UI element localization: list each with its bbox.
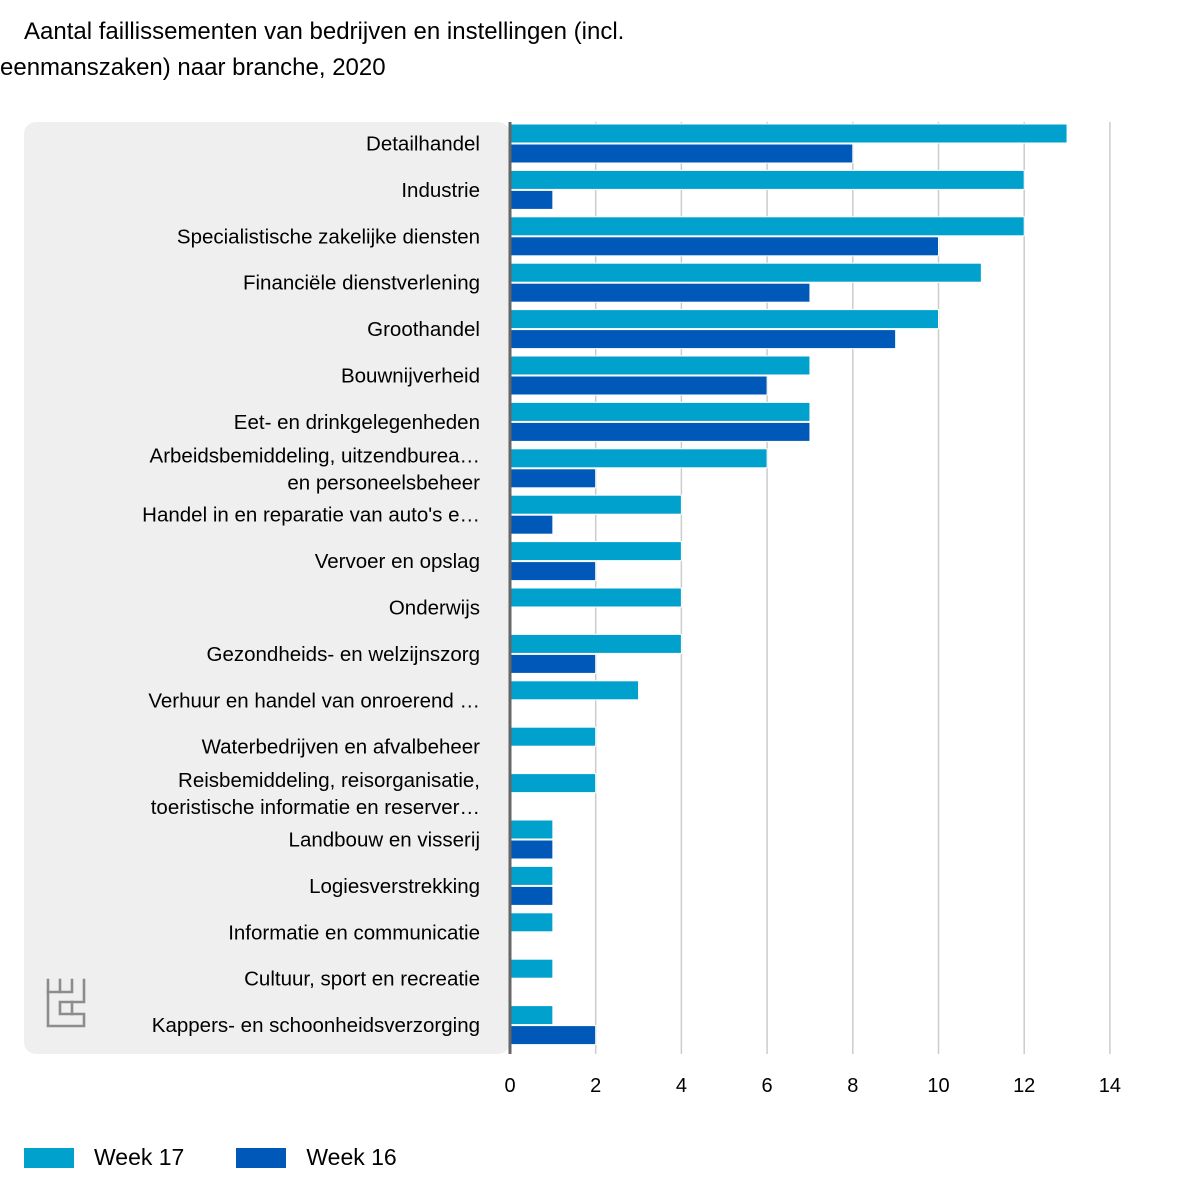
bar-week-17[interactable]: [509, 819, 554, 840]
bar-week-17[interactable]: [509, 216, 1025, 237]
bar-week-17[interactable]: [509, 912, 554, 933]
bar-week-17[interactable]: [509, 123, 1068, 144]
bar-week-17[interactable]: [509, 633, 682, 654]
category-label: Industrie: [401, 179, 480, 202]
bar-week-17[interactable]: [509, 541, 682, 562]
category-label: Detailhandel: [366, 133, 480, 156]
legend-swatch-week-17: [24, 1147, 74, 1168]
x-tick-label: 10: [927, 1075, 949, 1097]
cbs-logo-icon: [46, 978, 86, 1028]
category-label: Handel in en reparatie van auto's e…: [142, 504, 480, 527]
bar-week-17[interactable]: [509, 958, 554, 979]
legend-item-week-17[interactable]: Week 17: [24, 1144, 184, 1171]
legend-item-week-16[interactable]: Week 16: [236, 1144, 397, 1171]
x-axis-ticks: 0 2 4 6 8 10 12 14: [504, 1075, 1121, 1097]
category-label: Groothandel: [367, 318, 480, 341]
bar-week-16[interactable]: [509, 189, 554, 210]
label-panel: [24, 122, 510, 1054]
bar-week-17[interactable]: [509, 355, 811, 376]
category-label: Reisbemiddeling, reisorganisatie,: [178, 769, 480, 792]
x-tick-label: 14: [1099, 1075, 1121, 1097]
x-tick-label: 8: [847, 1075, 858, 1097]
bar-week-17[interactable]: [509, 587, 682, 608]
x-tick-label: 12: [1013, 1075, 1035, 1097]
category-label: Kappers- en schoonheidsverzorging: [152, 1014, 480, 1037]
chart-title-line-2: eenmanszaken) naar branche, 2020: [0, 54, 386, 81]
bar-week-17[interactable]: [509, 680, 640, 701]
bar-week-16[interactable]: [509, 236, 939, 257]
legend-label-week-16: Week 16: [306, 1144, 397, 1170]
bar-week-17[interactable]: [509, 1005, 554, 1026]
bar-week-17[interactable]: [509, 309, 939, 330]
category-label: Onderwijs: [389, 597, 480, 620]
category-labels: Detailhandel Industrie Specialistische zak…: [142, 133, 480, 1038]
bar-week-17[interactable]: [509, 773, 597, 794]
chart-title: Aantal faillissementen van bedrijven en …: [0, 14, 720, 86]
bar-week-16[interactable]: [509, 468, 597, 489]
bar-week-17[interactable]: [509, 865, 554, 886]
category-label: Verhuur en handel van onroerend …: [148, 689, 480, 712]
category-label: Specialistische zakelijke diensten: [177, 225, 480, 248]
x-tick-label: 4: [676, 1075, 687, 1097]
bar-week-16[interactable]: [509, 421, 811, 442]
category-label: toeristische informatie en reserver…: [151, 796, 480, 819]
bar-week-16[interactable]: [509, 653, 597, 674]
x-tick-label: 2: [590, 1075, 601, 1097]
bar-week-17[interactable]: [509, 726, 597, 747]
bar-week-16[interactable]: [509, 839, 554, 860]
bar-week-17[interactable]: [509, 401, 811, 422]
category-label: en personeelsbeheer: [287, 471, 480, 494]
bar-week-16[interactable]: [509, 375, 768, 396]
category-label: Waterbedrijven en afvalbeheer: [202, 736, 481, 759]
category-label: Bouwnijverheid: [341, 365, 480, 388]
category-label: Cultuur, sport en recreatie: [244, 968, 480, 991]
category-label: Logiesverstrekking: [309, 875, 480, 898]
category-label: Informatie en communicatie: [228, 921, 480, 944]
legend-label-week-17: Week 17: [94, 1144, 185, 1170]
bar-week-16[interactable]: [509, 1025, 597, 1046]
category-label: Gezondheids- en welzijnszorg: [207, 643, 480, 666]
bar-week-17[interactable]: [509, 494, 682, 515]
bar-week-16[interactable]: [509, 514, 554, 535]
bar-week-16[interactable]: [509, 329, 897, 350]
legend: Week 17 Week 16: [24, 1144, 449, 1171]
bars: [509, 123, 1068, 1046]
bar-week-17[interactable]: [509, 169, 1025, 190]
legend-swatch-week-16: [236, 1147, 287, 1168]
category-label: Financiële dienstverlening: [243, 272, 480, 295]
x-tick-label: 6: [762, 1075, 773, 1097]
bar-week-16[interactable]: [509, 143, 854, 164]
bar-week-16[interactable]: [509, 282, 811, 303]
category-label: Landbouw en visserij: [289, 829, 480, 852]
category-label: Vervoer en opslag: [315, 550, 480, 573]
category-label: Arbeidsbemiddeling, uitzendburea…: [150, 444, 480, 467]
bar-week-17[interactable]: [509, 262, 982, 283]
bar-week-16[interactable]: [509, 561, 597, 582]
category-label: Eet- en drinkgelegenheden: [234, 411, 480, 434]
bar-week-16[interactable]: [509, 885, 554, 906]
bar-week-17[interactable]: [509, 448, 768, 469]
chart-title-line-1: Aantal faillissementen van bedrijven en …: [24, 18, 625, 45]
x-tick-label: 0: [504, 1075, 515, 1097]
